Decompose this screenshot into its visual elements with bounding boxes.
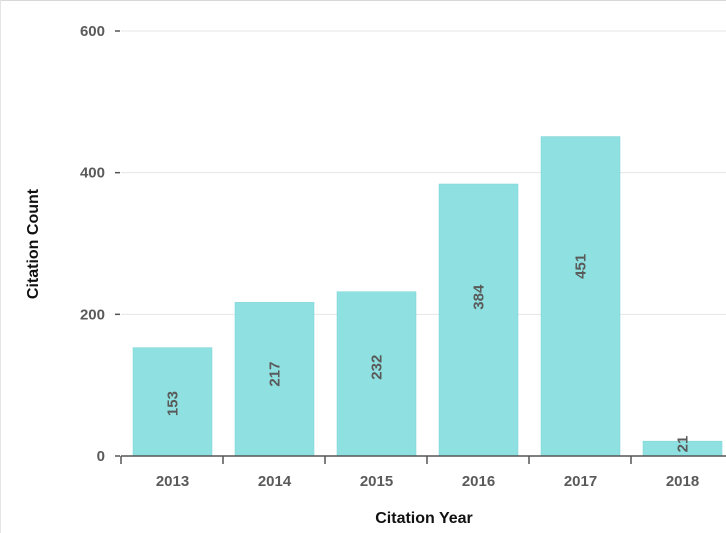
x-tick-label: 2016	[462, 473, 495, 490]
bar-2016	[438, 183, 519, 457]
gridlines	[121, 30, 726, 315]
bar-value-label: 21	[675, 436, 692, 453]
y-tick-label: 400	[80, 165, 105, 182]
y-tick-label: 200	[80, 306, 105, 323]
bar-value-label: 153	[165, 391, 182, 416]
x-tick-label: 2015	[360, 473, 393, 490]
panel-top-border	[0, 0, 726, 1]
y-axis-title: Citation Count	[25, 188, 42, 299]
x-tick-label: 2018	[666, 473, 699, 490]
y-tick-label: 600	[80, 23, 105, 40]
bars: 153 217 232 384 451 21	[132, 136, 723, 457]
bar-value-label: 384	[471, 284, 488, 310]
bar-2013	[132, 347, 213, 457]
bar-value-label: 232	[369, 355, 386, 380]
bar-value-label: 451	[573, 254, 590, 279]
bar-2017	[540, 136, 621, 457]
bar-2015	[336, 291, 417, 457]
x-tick-label: 2013	[156, 473, 189, 490]
panel-left-border	[0, 0, 1, 533]
bar-2014	[234, 302, 315, 457]
bar-value-label: 217	[267, 362, 284, 387]
x-axis-title: Citation Year	[375, 510, 473, 527]
x-tick-label: 2017	[564, 473, 597, 490]
y-tick-label: 0	[97, 448, 105, 465]
x-tick-label: 2014	[258, 473, 292, 490]
axes: 0 200 400 600 2013 2014 2015 2016 2017 2018	[80, 23, 726, 490]
